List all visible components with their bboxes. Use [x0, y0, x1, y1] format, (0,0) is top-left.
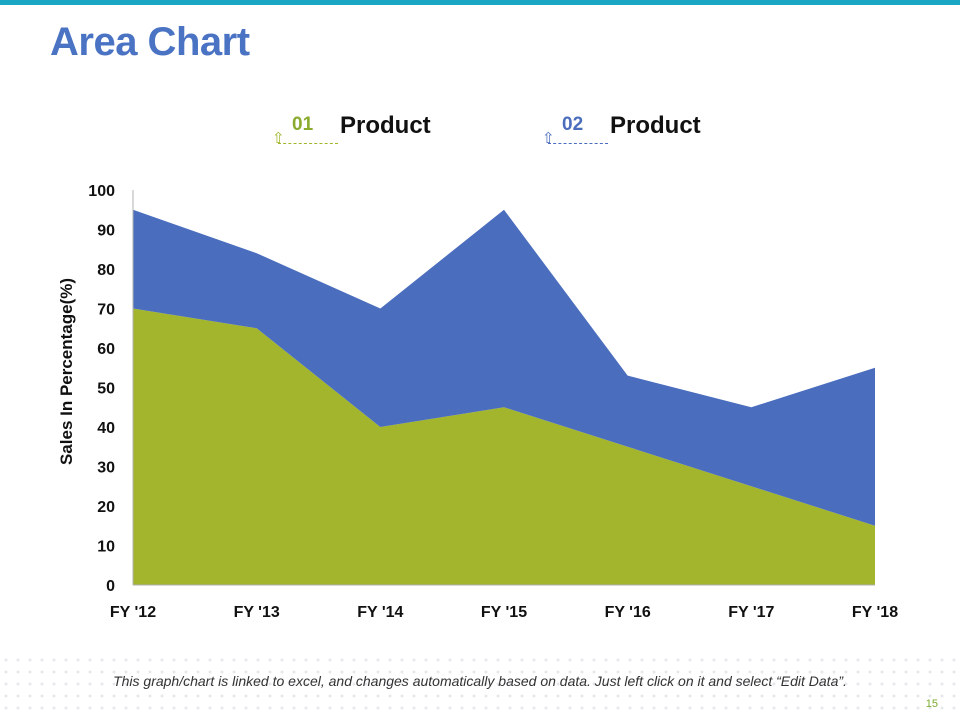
- legend-number: 01: [292, 114, 314, 135]
- top-accent-bar: [0, 0, 960, 5]
- y-tick-label: 40: [97, 420, 115, 437]
- y-tick-label: 0: [106, 578, 115, 595]
- y-tick-label: 20: [97, 499, 115, 516]
- x-tick-label: FY '17: [728, 604, 774, 621]
- y-tick-label: 30: [97, 460, 115, 477]
- x-tick-label: FY '12: [110, 604, 156, 621]
- up-arrow-icon: ⇧: [542, 130, 555, 147]
- legend-dashed-line: [278, 143, 338, 144]
- y-tick-label: 10: [97, 539, 115, 556]
- y-tick-label: 90: [97, 223, 115, 240]
- legend-label: Product: [340, 112, 431, 139]
- x-tick-label: FY '13: [234, 604, 280, 621]
- area-series-2: [133, 209, 875, 526]
- x-tick-label: FY '18: [852, 604, 898, 621]
- y-tick-label: 50: [97, 381, 115, 398]
- legend-dashed-line: [548, 143, 608, 144]
- footer-dot-pattern: [0, 654, 960, 716]
- x-tick-label: FY '14: [357, 604, 403, 621]
- footer-note: This graph/chart is linked to excel, and…: [113, 673, 847, 689]
- y-tick-label: 100: [88, 183, 115, 200]
- slide-title: Area Chart: [50, 20, 250, 64]
- y-tick-label: 60: [97, 341, 115, 358]
- up-arrow-icon: ⇧: [272, 130, 285, 147]
- y-tick-label: 80: [97, 262, 115, 279]
- x-tick-label: FY '15: [481, 604, 527, 621]
- page-number: 15: [925, 698, 938, 710]
- area-chart: 0 10 20 30 40 50 60 70 80 90 100 FY '12 FY '13 FY '14…: [57, 183, 898, 621]
- y-axis-title: Sales In Percentage(%): [57, 278, 76, 465]
- legend-label: Product: [610, 112, 701, 139]
- legend-number: 02: [562, 114, 584, 135]
- x-tick-label: FY '16: [605, 604, 651, 621]
- y-tick-label: 70: [97, 302, 115, 319]
